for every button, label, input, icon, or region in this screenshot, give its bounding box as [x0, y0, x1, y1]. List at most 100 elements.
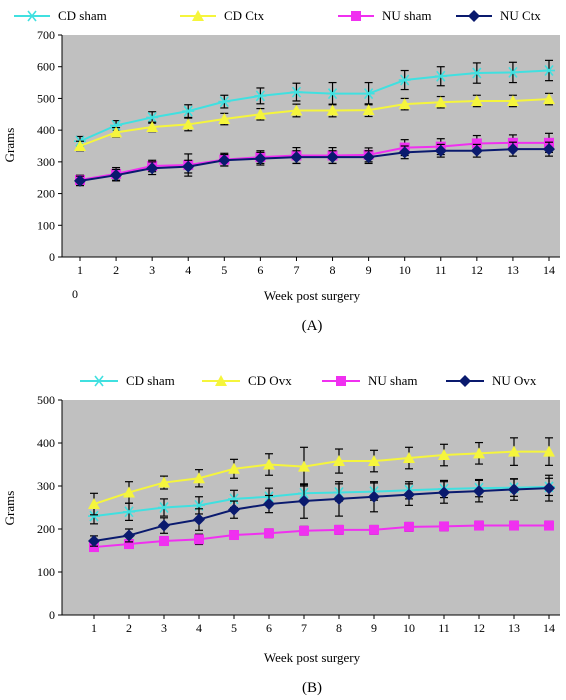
series-line	[79, 148, 549, 182]
data-point	[398, 98, 411, 110]
x-tick-label: 13	[507, 263, 519, 277]
data-point	[439, 521, 449, 532]
data-point	[229, 530, 239, 541]
legend-label: CD Ovx	[248, 373, 292, 388]
y-tick-label: 100	[37, 565, 55, 579]
series-nu-ctx	[74, 141, 555, 187]
y-axis-label-a: Grams	[2, 128, 17, 163]
data-point	[254, 90, 267, 102]
plot-area-a	[62, 35, 560, 257]
legend-marker	[336, 376, 346, 386]
data-point	[158, 476, 170, 488]
data-point	[506, 94, 519, 106]
series-layer-a	[74, 59, 555, 187]
y-tick-label: 100	[37, 218, 55, 232]
data-point	[471, 138, 482, 149]
data-point	[158, 502, 170, 513]
data-point	[263, 458, 275, 470]
data-point	[543, 93, 555, 105]
y-tick-label: 200	[37, 187, 55, 201]
data-point	[470, 67, 483, 79]
series-nu-ovx	[88, 474, 555, 548]
data-point	[218, 154, 231, 167]
y-tick-label: 400	[37, 436, 55, 450]
x-tick-label: 7	[301, 621, 307, 635]
data-point	[333, 455, 345, 467]
x-tick-label: 2	[113, 263, 119, 277]
x-tick-label: 4	[196, 621, 202, 635]
legend-item: CD Ovx	[202, 373, 292, 388]
data-point	[146, 111, 159, 123]
data-point	[110, 169, 123, 182]
data-point	[123, 506, 135, 518]
x-tick-label: 14	[543, 621, 555, 635]
data-point	[362, 151, 375, 164]
stray-zero-label-a: 0	[72, 287, 78, 301]
data-point	[228, 493, 240, 505]
data-point	[470, 94, 483, 106]
x-tick-label: 4	[185, 263, 191, 277]
legend-label: CD Ctx	[224, 8, 265, 23]
x-axis-label-a: Week post surgery	[264, 288, 361, 303]
series-line	[93, 524, 549, 549]
data-point	[362, 104, 375, 116]
data-point	[333, 492, 345, 505]
data-point	[193, 513, 205, 526]
x-tick-label: 5	[221, 263, 227, 277]
data-point	[74, 174, 86, 187]
data-point	[404, 521, 414, 532]
series-line	[79, 141, 549, 181]
chart-panel-b: CD sham CD Ovx NU sham NU Ovx 0 100 200 300 400…	[2, 373, 560, 696]
x-axis-ticks-b: 1 2 3 4 5 6 7 8 9 10 11 12 13 14	[91, 615, 555, 635]
data-point	[182, 105, 195, 117]
data-point	[110, 119, 123, 131]
data-point	[398, 74, 411, 86]
data-point	[123, 486, 135, 498]
data-point	[74, 140, 86, 151]
legend-item: CD sham	[14, 8, 107, 23]
data-point	[543, 482, 555, 495]
data-point	[434, 70, 447, 82]
legend-marker	[351, 11, 361, 21]
data-point	[362, 88, 375, 100]
legend-marker	[192, 10, 204, 21]
x-tick-label: 9	[371, 621, 377, 635]
data-point	[474, 520, 484, 531]
series-cd-ovx	[88, 437, 555, 516]
data-point	[254, 152, 267, 165]
data-point	[438, 449, 450, 461]
legend-item: NU sham	[338, 8, 431, 23]
data-point	[506, 143, 519, 156]
data-point	[228, 462, 240, 474]
y-tick-label: 0	[49, 250, 55, 264]
data-point	[290, 86, 303, 98]
legend-marker	[26, 10, 38, 22]
x-tick-label: 2	[126, 621, 132, 635]
x-tick-label: 5	[231, 621, 237, 635]
y-tick-label: 300	[37, 155, 55, 169]
legend-label: NU Ovx	[492, 373, 537, 388]
data-point	[254, 108, 267, 120]
data-point	[110, 126, 123, 138]
data-point	[88, 498, 100, 510]
panel-label-b: (B)	[302, 680, 322, 696]
legend-marker	[93, 375, 105, 387]
legend-item: CD Ctx	[180, 8, 265, 23]
x-tick-label: 6	[266, 621, 272, 635]
x-tick-label: 10	[399, 263, 411, 277]
data-point	[473, 485, 485, 498]
y-tick-label: 500	[37, 393, 55, 407]
data-point	[193, 472, 205, 484]
legend-marker	[215, 375, 227, 386]
y-axis-label-b: Grams	[2, 491, 17, 526]
legend-label: NU sham	[368, 373, 417, 388]
x-tick-label: 7	[293, 263, 299, 277]
data-point	[438, 486, 450, 499]
series-nu-sham	[89, 520, 554, 553]
y-tick-label: 600	[37, 60, 55, 74]
data-point	[543, 143, 555, 156]
legend-label: NU Ctx	[500, 8, 541, 23]
x-tick-label: 1	[77, 263, 83, 277]
data-point	[543, 65, 555, 77]
